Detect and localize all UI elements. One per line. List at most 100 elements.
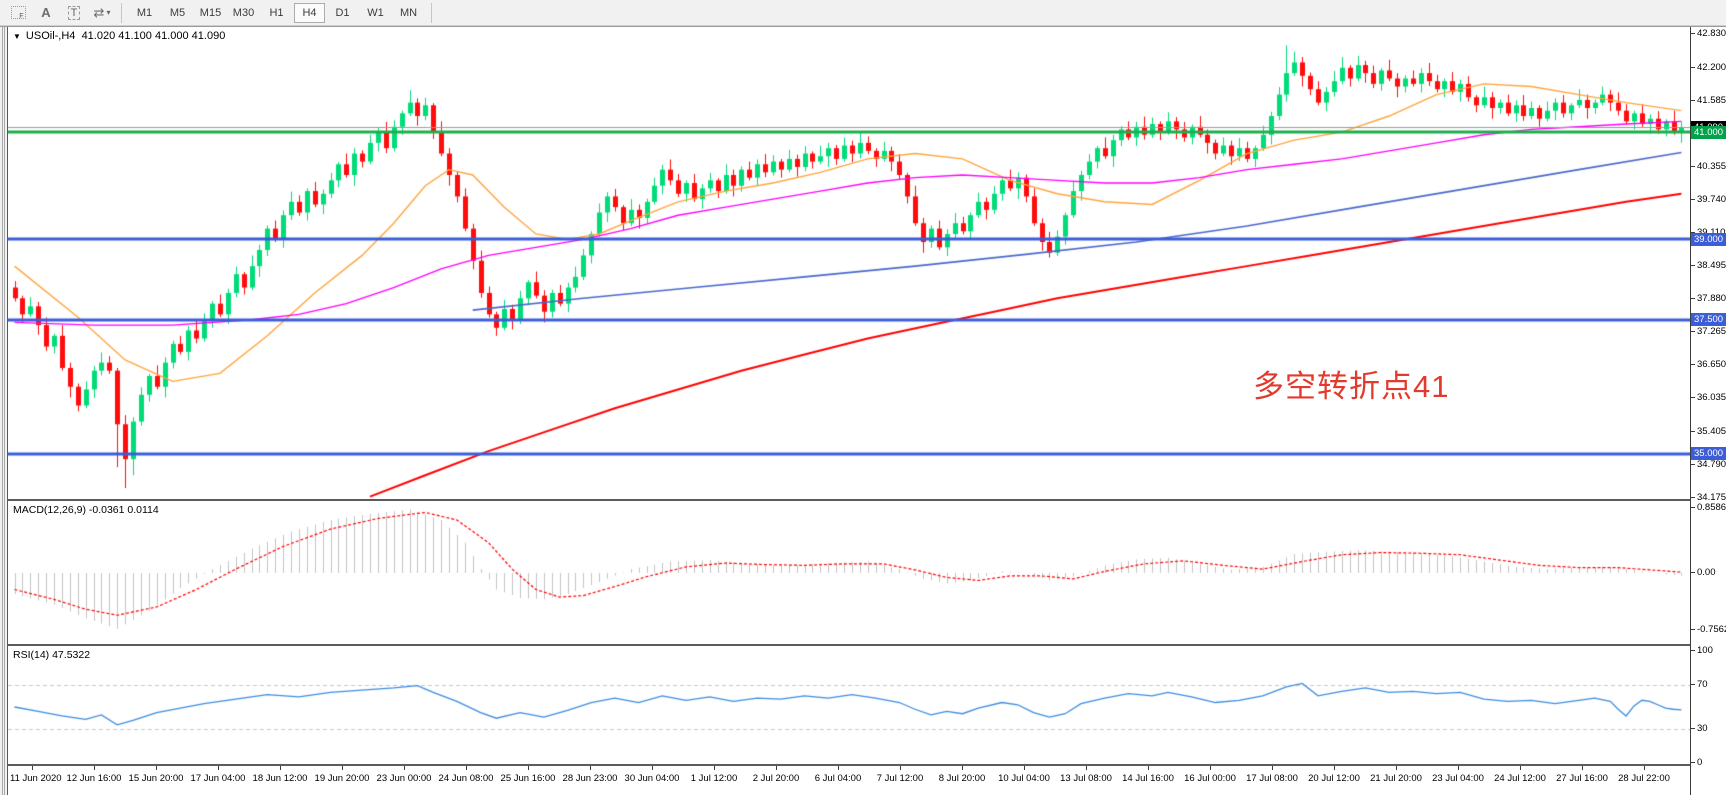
price-tick-label: 0 — [1691, 757, 1726, 769]
tf-button-m5[interactable]: M5 — [169, 6, 186, 19]
price-tick-label: 37.880 — [1691, 293, 1726, 305]
toolbar-separator — [431, 2, 432, 23]
date-tick-label: 30 Jun 04:00 — [624, 773, 680, 784]
chart-window: 11 Jun 2020 12 Jun 16:00 15 Jun 20:00 17 Ju… — [0, 26, 1726, 795]
text-box-icon: T — [67, 5, 81, 20]
price-tick-label: 42.830 — [1691, 28, 1726, 40]
date-tick-mark — [528, 766, 529, 770]
date-tick-label: 8 Jul 20:00 — [938, 773, 986, 784]
date-tick-label: 25 Jun 16:00 — [500, 773, 556, 784]
price-axis[interactable]: 42.83042.20041.58540.97040.35539.74039.1… — [1690, 27, 1726, 795]
chart-title: ▼ USOil-,H4 41.020 41.100 41.000 41.090 — [13, 30, 225, 42]
price-tick-label: 30 — [1691, 723, 1726, 735]
date-tick-mark — [838, 766, 839, 770]
tf-button-h1[interactable]: H1 — [269, 6, 284, 19]
date-tick-label: 23 Jun 00:00 — [376, 773, 432, 784]
date-tick-label: 17 Jun 04:00 — [190, 773, 246, 784]
price-tick-label: 36.650 — [1691, 359, 1726, 371]
date-tick-mark — [342, 766, 343, 770]
rsi-indicator-label: RSI(14) 47.5322 — [13, 649, 91, 661]
price-tick-label: 0.8586 — [1691, 502, 1726, 514]
date-tick-label: 24 Jul 12:00 — [1494, 773, 1546, 784]
price-level-badge: 37.500 — [1691, 313, 1726, 327]
date-tick-label: 14 Jul 16:00 — [1122, 773, 1174, 784]
text-label-icon: A — [41, 5, 51, 20]
date-tick-label: 16 Jul 00:00 — [1184, 773, 1236, 784]
rsi-canvas[interactable] — [8, 646, 1690, 764]
date-tick-mark — [218, 766, 219, 770]
panel-splitter[interactable] — [8, 499, 1690, 501]
date-tick-mark — [156, 766, 157, 770]
ohlc-values: 41.020 41.100 41.000 41.090 — [81, 30, 226, 42]
grid-f-sub-label: F — [19, 13, 24, 20]
date-tick-mark — [1272, 766, 1273, 770]
tf-button-mn[interactable]: MN — [399, 6, 418, 19]
price-level-badge: 39.000 — [1691, 232, 1726, 246]
price-tick-label: 34.790 — [1691, 459, 1726, 471]
chevron-down-icon[interactable]: ▾ — [106, 8, 111, 17]
date-tick-label: 10 Jul 04:00 — [998, 773, 1050, 784]
panel-splitter — [8, 764, 1690, 766]
date-tick-label: 7 Jul 12:00 — [876, 773, 924, 784]
date-tick-label: 2 Jul 20:00 — [752, 773, 800, 784]
date-tick-label: 17 Jul 08:00 — [1246, 773, 1298, 784]
tf-button-m30[interactable]: M30 — [232, 6, 255, 19]
date-tick-mark — [714, 766, 715, 770]
date-tick-mark — [466, 766, 467, 770]
tf-button-w1[interactable]: W1 — [367, 6, 384, 19]
price-tick-label: 34.175 — [1691, 492, 1726, 504]
date-tick-label: 12 Jun 16:00 — [66, 773, 122, 784]
tf-button-h4[interactable]: H4 — [294, 2, 325, 23]
price-tick-label: 39.740 — [1691, 194, 1726, 206]
date-tick-label: 21 Jul 20:00 — [1370, 773, 1422, 784]
date-tick-label: 1 Jul 12:00 — [690, 773, 738, 784]
date-tick-mark — [32, 766, 33, 770]
tf-button-m1[interactable]: M1 — [136, 6, 153, 19]
price-level-badge: 35.000 — [1691, 447, 1726, 461]
date-tick-label: 28 Jun 23:00 — [562, 773, 618, 784]
date-tick-mark — [1458, 766, 1459, 770]
date-tick-mark — [1334, 766, 1335, 770]
date-tick-mark — [900, 766, 901, 770]
date-axis[interactable]: 11 Jun 2020 12 Jun 16:00 15 Jun 20:00 17 Ju… — [8, 766, 1690, 795]
date-tick-label: 27 Jul 16:00 — [1556, 773, 1608, 784]
macd-indicator-label: MACD(12,26,9) -0.0361 0.0114 — [13, 504, 159, 516]
arrows-icon: ⇄ — [93, 4, 105, 20]
date-tick-mark — [652, 766, 653, 770]
date-tick-mark — [280, 766, 281, 770]
tf-button-m15[interactable]: M15 — [199, 6, 222, 19]
price-tick-label: -0.7562 — [1691, 624, 1726, 636]
main-price-canvas[interactable] — [8, 27, 1690, 499]
macd-canvas[interactable] — [8, 501, 1690, 644]
date-tick-label: 28 Jul 22:00 — [1618, 773, 1670, 784]
date-tick-label: 18 Jun 12:00 — [252, 773, 308, 784]
date-tick-mark — [94, 766, 95, 770]
arrows-tool-button[interactable]: ⇄ ▾ — [89, 3, 115, 23]
chart-dropdown-icon[interactable]: ▼ — [13, 32, 21, 41]
date-tick-mark — [1582, 766, 1583, 770]
price-tick-label: 36.035 — [1691, 392, 1726, 404]
text-label-button[interactable]: A — [33, 3, 59, 23]
chart-annotation-text: 多空转折点41 — [1253, 369, 1450, 404]
price-tick-label: 40.355 — [1691, 161, 1726, 173]
timeframe-buttons: M1 M5 M15 M30 H1 H4 D1 W1 MN — [128, 2, 425, 23]
date-tick-label: 6 Jul 04:00 — [814, 773, 862, 784]
symbol-timeframe-label: USOil-,H4 — [25, 30, 76, 42]
price-tick-label: 100 — [1691, 645, 1726, 657]
indicator-grid-button[interactable]: F — [5, 3, 31, 23]
price-tick-label: 70 — [1691, 679, 1726, 691]
price-tick-label: 42.200 — [1691, 62, 1726, 74]
price-tick-label: 35.405 — [1691, 426, 1726, 438]
date-tick-label: 19 Jun 20:00 — [314, 773, 370, 784]
date-tick-mark — [1024, 766, 1025, 770]
date-tick-label: 23 Jul 04:00 — [1432, 773, 1484, 784]
text-box-button[interactable]: T — [61, 3, 87, 23]
date-tick-mark — [1086, 766, 1087, 770]
panel-splitter[interactable] — [8, 644, 1690, 646]
tf-button-d1[interactable]: D1 — [335, 6, 350, 19]
date-tick-label: 13 Jul 08:00 — [1060, 773, 1112, 784]
chart-plot: 11 Jun 2020 12 Jun 16:00 15 Jun 20:00 17 Ju… — [8, 27, 1690, 795]
date-tick-label: 24 Jun 08:00 — [438, 773, 494, 784]
grid-f-icon: F — [10, 6, 26, 20]
window-left-edge[interactable] — [0, 27, 8, 795]
